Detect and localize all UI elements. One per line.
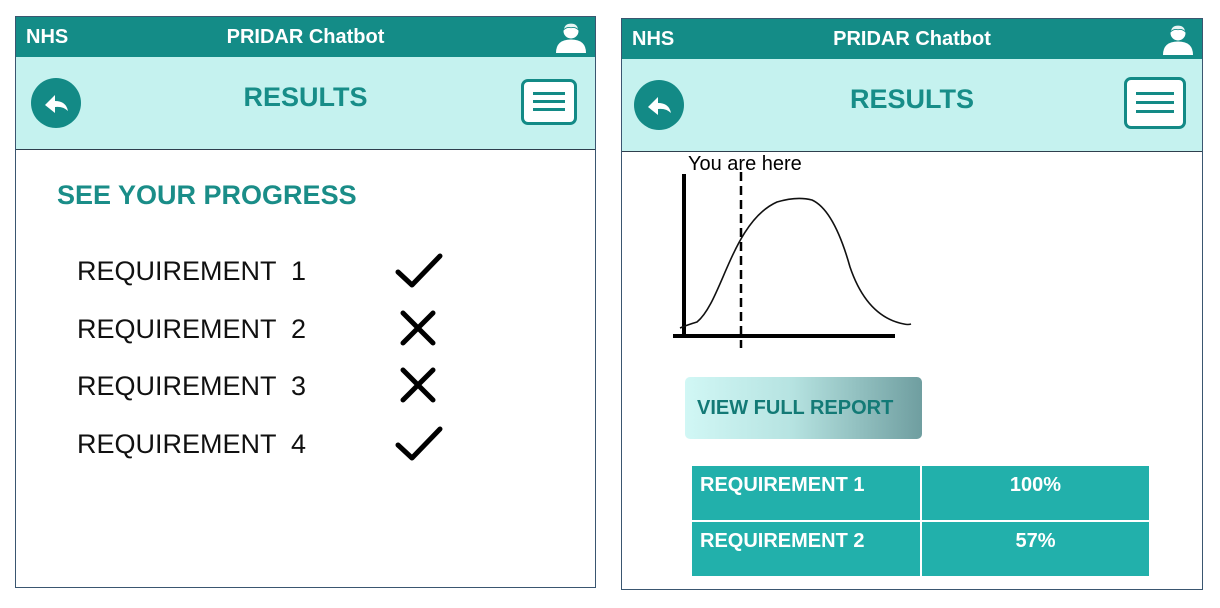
progress-chart: You are here — [673, 153, 912, 348]
back-button[interactable] — [634, 80, 684, 130]
menu-button[interactable] — [1124, 77, 1186, 129]
requirement-row: REQUIREMENT 4 — [77, 424, 477, 464]
requirements-table: REQUIREMENT 1 100% REQUIREMENT 2 57% — [690, 464, 1151, 578]
requirement-label: REQUIREMENT 4 — [77, 429, 307, 459]
progress-title: SEE YOUR PROGRESS — [57, 180, 357, 210]
nhs-brand: NHS — [632, 28, 675, 50]
menu-button[interactable] — [521, 79, 577, 125]
check-icon — [395, 253, 443, 288]
view-full-report-button[interactable]: VIEW FULL REPORT — [685, 377, 922, 439]
app-title: PRIDAR Chatbot — [226, 26, 385, 48]
page-title: RESULTS — [243, 82, 368, 112]
app-header: NHS PRIDAR Chatbot — [16, 17, 595, 57]
back-arrow-icon — [45, 95, 68, 113]
requirement-row: REQUIREMENT 3 — [77, 366, 477, 406]
cross-icon — [400, 367, 436, 403]
requirement-label: REQUIREMENT 1 — [77, 256, 307, 286]
results-subheader: RESULTS — [16, 57, 595, 150]
user-icon[interactable] — [1162, 23, 1194, 55]
right-screen: NHS PRIDAR Chatbot RESULTS — [621, 18, 1203, 590]
results-subheader: RESULTS — [622, 59, 1202, 152]
cross-icon — [400, 310, 436, 346]
back-arrow-icon — [648, 97, 671, 115]
table-cell-requirement: REQUIREMENT 2 — [690, 520, 922, 578]
table-row: REQUIREMENT 1 100% — [690, 464, 1151, 522]
requirement-label: REQUIREMENT 2 — [77, 314, 307, 344]
chart-annotation: You are here — [688, 153, 802, 175]
page-title: RESULTS — [849, 84, 974, 114]
results-content: You are here VIEW FULL REPORT REQUIREMEN… — [622, 152, 1202, 589]
requirement-row: REQUIREMENT 1 — [77, 251, 477, 291]
table-cell-score: 100% — [920, 464, 1151, 522]
chart-curve — [679, 197, 912, 329]
requirement-label: REQUIREMENT 3 — [77, 371, 307, 401]
progress-content: SEE YOUR PROGRESS REQUIREMENT 1 REQUIREM… — [16, 150, 595, 587]
app-header: NHS PRIDAR Chatbot — [622, 19, 1202, 59]
left-screen: NHS PRIDAR Chatbot RESULTS SEE YOUR PROG… — [15, 16, 596, 588]
table-cell-score: 57% — [920, 520, 1151, 578]
app-title: PRIDAR Chatbot — [833, 28, 991, 50]
table-cell-requirement: REQUIREMENT 1 — [690, 464, 922, 522]
requirement-row: REQUIREMENT 2 — [77, 309, 477, 349]
user-icon[interactable] — [555, 21, 587, 53]
table-row: REQUIREMENT 2 57% — [690, 520, 1151, 578]
nhs-brand: NHS — [26, 26, 69, 48]
back-button[interactable] — [31, 78, 81, 128]
check-icon — [395, 426, 443, 461]
